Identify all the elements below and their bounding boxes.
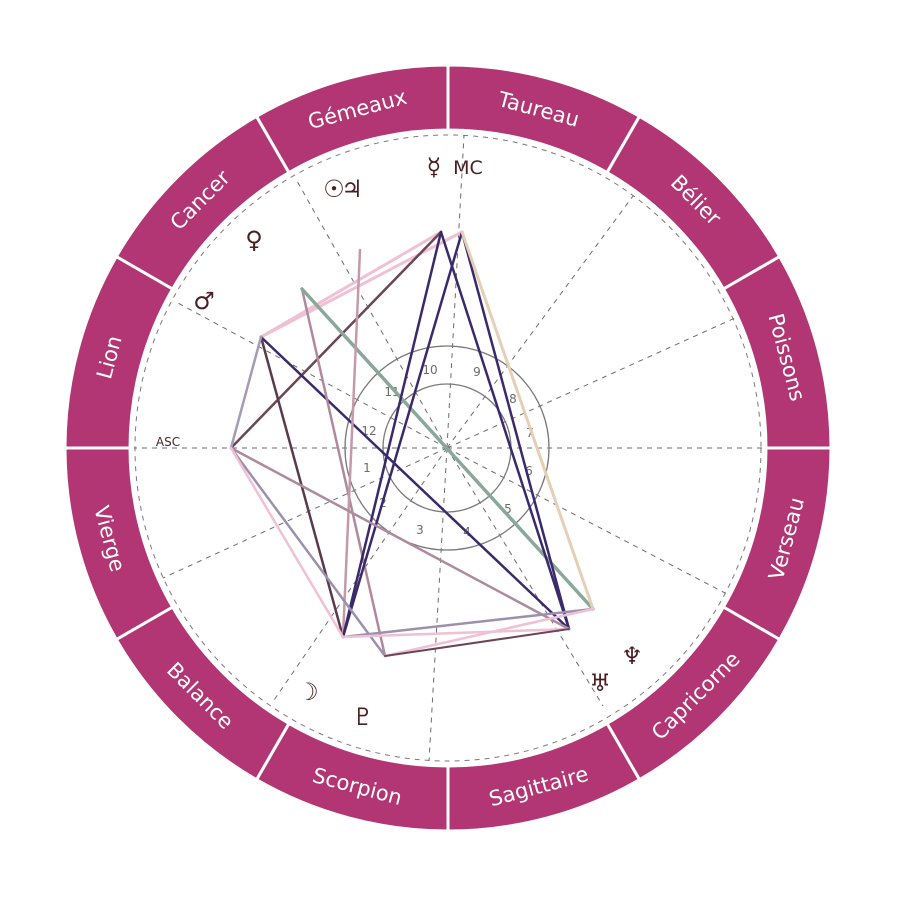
planet-jupiter-icon: ♃ [341, 175, 363, 203]
planet-mercure-icon: ☿ [427, 153, 442, 181]
point-label-mc: MC [453, 157, 483, 179]
house-number-5: 5 [504, 502, 512, 516]
house-cusp-lines [134, 134, 762, 762]
house-cusp-8 [446, 317, 736, 449]
aspect-line [383, 607, 595, 658]
aspect-lines [229, 230, 595, 658]
house-number-7: 7 [526, 426, 534, 440]
planet-glyphs: ☿ ☉♃ ♀ ♂ ☽ ♇ ♅ ♆ [193, 153, 643, 731]
aspect-line [229, 335, 263, 450]
planet-vénus-icon: ♀ [245, 226, 263, 254]
house-outer-circle [344, 345, 550, 551]
house-number-3: 3 [416, 523, 424, 537]
house-number-6: 6 [525, 464, 533, 478]
chart-points: ASC MC [156, 157, 483, 449]
house-cusp-2 [162, 447, 448, 579]
house-cusp-5 [446, 447, 604, 707]
house-cusp-3 [271, 447, 448, 704]
house-number-11: 11 [384, 385, 399, 399]
aspect-line [341, 627, 571, 639]
house-number-9: 9 [473, 365, 481, 379]
house-cusp-10 [446, 134, 465, 449]
aspect-line [341, 248, 362, 639]
aspect-line [229, 446, 345, 639]
aspect-line [229, 230, 443, 450]
planet-uranus-icon: ♅ [589, 669, 611, 697]
house-number-10: 10 [422, 363, 437, 377]
aspect-line [460, 230, 571, 631]
planet-pluton-icon: ♇ [352, 703, 374, 731]
house-cusp-4 [428, 447, 448, 762]
house-cusp-12 [175, 301, 448, 449]
house-cusp-9 [446, 195, 634, 449]
planet-soleil-icon: ☉ [323, 175, 345, 203]
house-cusp-11 [296, 180, 448, 449]
aspect-line [341, 230, 443, 639]
sign-segment-gémeaux [254, 63, 450, 175]
aspect-line [341, 230, 464, 639]
aspect-line [341, 607, 595, 639]
house-cusp-6 [446, 447, 726, 594]
house-number-8: 8 [509, 392, 517, 406]
planet-lune-icon: ☽ [297, 678, 319, 706]
aspect-line [460, 230, 595, 611]
point-label-asc: ASC [156, 435, 180, 449]
aspect-line [259, 230, 464, 339]
planet-mars-icon: ♂ [193, 287, 215, 315]
zodiac-ring: TaureauBélierPoissonsVerseauCapricorneSa… [63, 63, 833, 833]
aspect-line [300, 287, 387, 658]
aspect-line [229, 446, 571, 631]
aspect-line [384, 628, 570, 657]
aspect-line [229, 446, 387, 658]
house-number-1: 1 [363, 461, 371, 475]
aspect-line [259, 335, 571, 631]
aspect-line [439, 230, 571, 631]
aspect-line [259, 230, 443, 339]
planet-neptune-icon: ♆ [621, 642, 643, 670]
